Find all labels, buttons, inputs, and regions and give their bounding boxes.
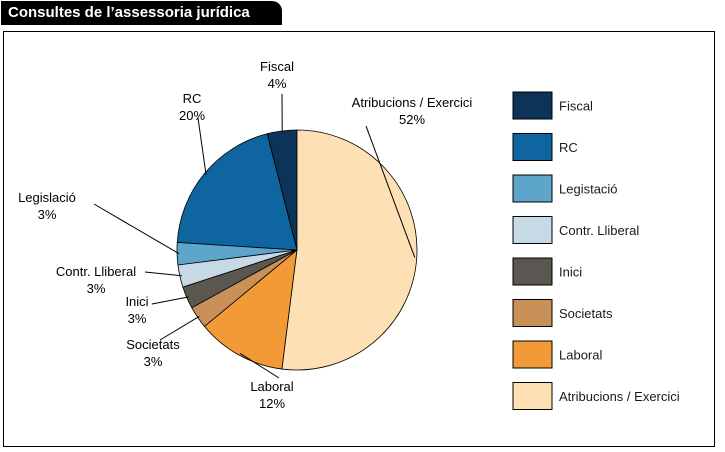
legend-label: Laboral — [559, 348, 602, 363]
slice-label: Legislació — [18, 190, 76, 205]
slice-labels: Fiscal 4% RC 20% Legislació 3% Contr. Lliberal… — [18, 59, 472, 411]
legend-swatch — [512, 216, 553, 244]
slice-value-label: 12% — [259, 396, 285, 411]
slice-value-label: 3% — [38, 207, 57, 222]
slice-value-label: 3% — [128, 311, 147, 326]
legend-label: RC — [559, 140, 578, 155]
slice-value-label: 4% — [268, 76, 287, 91]
leader-line — [93, 203, 180, 255]
legend-swatch — [512, 174, 553, 203]
slice-label: Contr. Lliberal — [56, 264, 136, 279]
legend-label: Legistació — [559, 182, 618, 197]
legend-label: Inici — [559, 265, 582, 280]
chart-frame — [3, 31, 715, 447]
legend: Fiscal RC Legistació Contr. Lliberal Inici So… — [512, 91, 680, 410]
pie-slice-rc — [176, 133, 298, 251]
legend-swatch — [512, 257, 553, 286]
leader-line — [197, 117, 207, 175]
slice-label: Laboral — [250, 379, 293, 394]
pie-slice-laboral — [203, 249, 298, 370]
slice-label: Societats — [126, 337, 180, 352]
chart-title: Consultes de l’assessoria jurídica — [1, 1, 282, 25]
legend-label: Societats — [559, 306, 613, 321]
leader-line — [144, 271, 182, 277]
legend-swatch — [512, 133, 553, 161]
slice-label: Fiscal — [260, 59, 294, 74]
slice-label: Atribucions / Exercici — [352, 95, 473, 110]
slice-value-label: 3% — [144, 354, 163, 369]
slice-value-label: 52% — [399, 112, 425, 127]
pie-slice-atribucions-exercici — [281, 129, 418, 371]
slice-label: RC — [183, 91, 202, 106]
legend-label: Contr. Lliberal — [559, 223, 639, 238]
legend-label: Fiscal — [559, 99, 593, 114]
slice-value-label: 20% — [179, 108, 205, 123]
slice-value-label: 3% — [87, 281, 106, 296]
legend-swatch — [512, 382, 553, 410]
legend-label: Atribucions / Exercici — [559, 389, 680, 404]
leader-line — [239, 352, 280, 379]
legend-swatch — [512, 340, 553, 369]
legend-swatch — [512, 91, 553, 120]
legend-swatch — [512, 299, 553, 327]
pie-slices — [176, 129, 418, 371]
leader-line — [159, 315, 200, 341]
slice-label: Inici — [125, 294, 148, 309]
leader-line — [365, 125, 416, 258]
leader-line — [151, 296, 189, 305]
leader-lines — [93, 93, 416, 379]
